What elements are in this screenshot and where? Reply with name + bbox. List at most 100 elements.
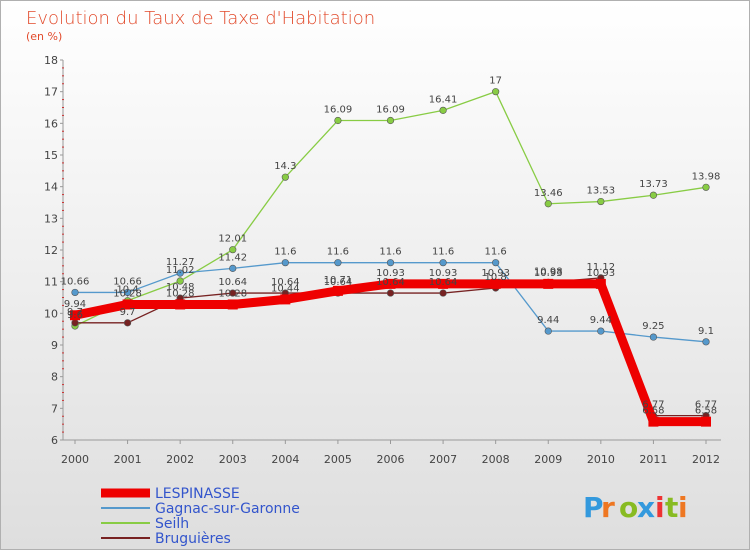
series-point xyxy=(229,264,237,272)
series-point xyxy=(71,288,79,297)
x-tick-label: 2010 xyxy=(587,453,615,466)
y-tick-label: 6 xyxy=(51,434,58,447)
x-tick-label: 2005 xyxy=(324,453,352,466)
series-point xyxy=(229,289,237,297)
data-label: 17 xyxy=(489,76,502,87)
y-tick-label: 7 xyxy=(51,402,58,415)
data-label: 10.93 xyxy=(587,268,616,279)
series-point xyxy=(70,310,80,321)
data-label: 6.77 xyxy=(695,400,717,411)
x-tick-label: 2003 xyxy=(219,453,247,466)
series-point xyxy=(385,278,396,289)
legend: LESPINASSEGagnac-sur-GaronneSeilhBruguiè… xyxy=(101,486,300,547)
data-label: 9.44 xyxy=(537,315,559,326)
series-point xyxy=(229,246,237,254)
data-label: 10.64 xyxy=(324,277,353,288)
series-point xyxy=(492,88,500,96)
series-point xyxy=(544,327,552,335)
legend-label: LESPINASSE xyxy=(155,486,240,502)
data-label: 10.64 xyxy=(271,277,300,288)
data-label: 10.98 xyxy=(534,266,563,277)
x-tick-label: 2000 xyxy=(61,453,89,466)
y-tick-label: 18 xyxy=(44,54,58,67)
data-label: 10.8 xyxy=(485,272,507,283)
series-point xyxy=(280,294,291,305)
series-point xyxy=(176,277,184,285)
data-label: 10.4 xyxy=(116,285,138,296)
x-tick-label: 2008 xyxy=(482,453,510,466)
data-label: 6.77 xyxy=(642,400,664,411)
data-label: 11.6 xyxy=(432,247,454,258)
series-point xyxy=(281,173,289,181)
y-tick-label: 12 xyxy=(44,244,58,257)
logo-letter: t xyxy=(665,491,678,524)
data-label: 16.09 xyxy=(324,104,353,115)
series-point xyxy=(123,288,132,297)
data-label: 9.7 xyxy=(67,307,83,318)
logo-letter: P xyxy=(583,491,604,524)
data-label: 9.25 xyxy=(642,321,664,332)
y-tick-label: 15 xyxy=(44,149,58,162)
y-tick-label: 16 xyxy=(44,117,58,130)
data-label: 10.44 xyxy=(271,283,300,294)
x-tick-label: 2004 xyxy=(271,453,299,466)
data-label: 10.93 xyxy=(481,268,510,279)
data-label: 11.6 xyxy=(327,247,349,258)
data-label: 9.6 xyxy=(67,310,83,321)
y-tick-label: 9 xyxy=(51,339,58,352)
logo-letter: i xyxy=(678,491,688,524)
data-label: 11.6 xyxy=(379,247,401,258)
y-tick-label: 10 xyxy=(44,307,58,320)
data-label: 16.41 xyxy=(429,94,458,105)
logo-letter: r xyxy=(601,491,615,524)
data-label: 10.28 xyxy=(113,288,142,299)
series-point xyxy=(597,197,605,206)
data-label: 16.09 xyxy=(376,104,405,115)
data-label: 10.93 xyxy=(376,268,405,279)
series-layer xyxy=(70,88,711,427)
data-label: 11.12 xyxy=(587,262,616,273)
logo-letter: o xyxy=(619,491,638,524)
data-label: 11.6 xyxy=(274,247,296,258)
series-point xyxy=(386,116,395,125)
y-tick-label: 17 xyxy=(44,86,58,99)
series-point xyxy=(439,106,447,114)
data-label: 14.3 xyxy=(274,161,296,172)
data-label: 11.27 xyxy=(166,257,195,268)
series-point xyxy=(123,319,132,327)
series-point xyxy=(227,299,238,310)
data-label: 13.98 xyxy=(692,171,721,182)
data-label: 10.64 xyxy=(376,277,405,288)
x-tick-label: 2011 xyxy=(639,453,667,466)
data-label: 12.01 xyxy=(218,234,247,245)
series-point xyxy=(439,289,447,297)
series-point xyxy=(597,327,605,335)
x-tick-label: 2009 xyxy=(534,453,562,466)
chart-title: Evolution du Taux de Taxe d'Habitation xyxy=(26,8,375,29)
legend-label: Gagnac-sur-Garonne xyxy=(155,501,300,517)
x-tick-label: 2012 xyxy=(692,453,720,466)
legend-label: Seilh xyxy=(155,516,189,532)
y-tick-label: 13 xyxy=(44,212,58,225)
axes: 6 7 8 9 10 11 12 13 14 15 16 17 18 2000 2001 2002 2003 20… xyxy=(44,54,721,466)
series-point xyxy=(490,278,501,289)
x-tick-label: 2002 xyxy=(166,453,194,466)
data-label: 11.6 xyxy=(485,247,507,258)
series-point xyxy=(543,278,554,289)
data-label: 10.28 xyxy=(166,288,195,299)
data-label: 11.42 xyxy=(218,252,247,263)
y-tick-label: 14 xyxy=(44,181,58,194)
series-point xyxy=(702,183,710,191)
chart-subtitle: (en %) xyxy=(26,30,62,43)
series-point xyxy=(438,278,449,289)
x-tick-label: 2001 xyxy=(114,453,142,466)
data-label: 13.46 xyxy=(534,188,563,199)
series-point xyxy=(649,333,658,341)
data-label: 9.1 xyxy=(698,326,714,337)
legend-label: Bruguières xyxy=(155,531,231,547)
data-label: 10.93 xyxy=(534,268,563,279)
data-label: 10.66 xyxy=(113,276,142,287)
series-point xyxy=(649,191,658,199)
